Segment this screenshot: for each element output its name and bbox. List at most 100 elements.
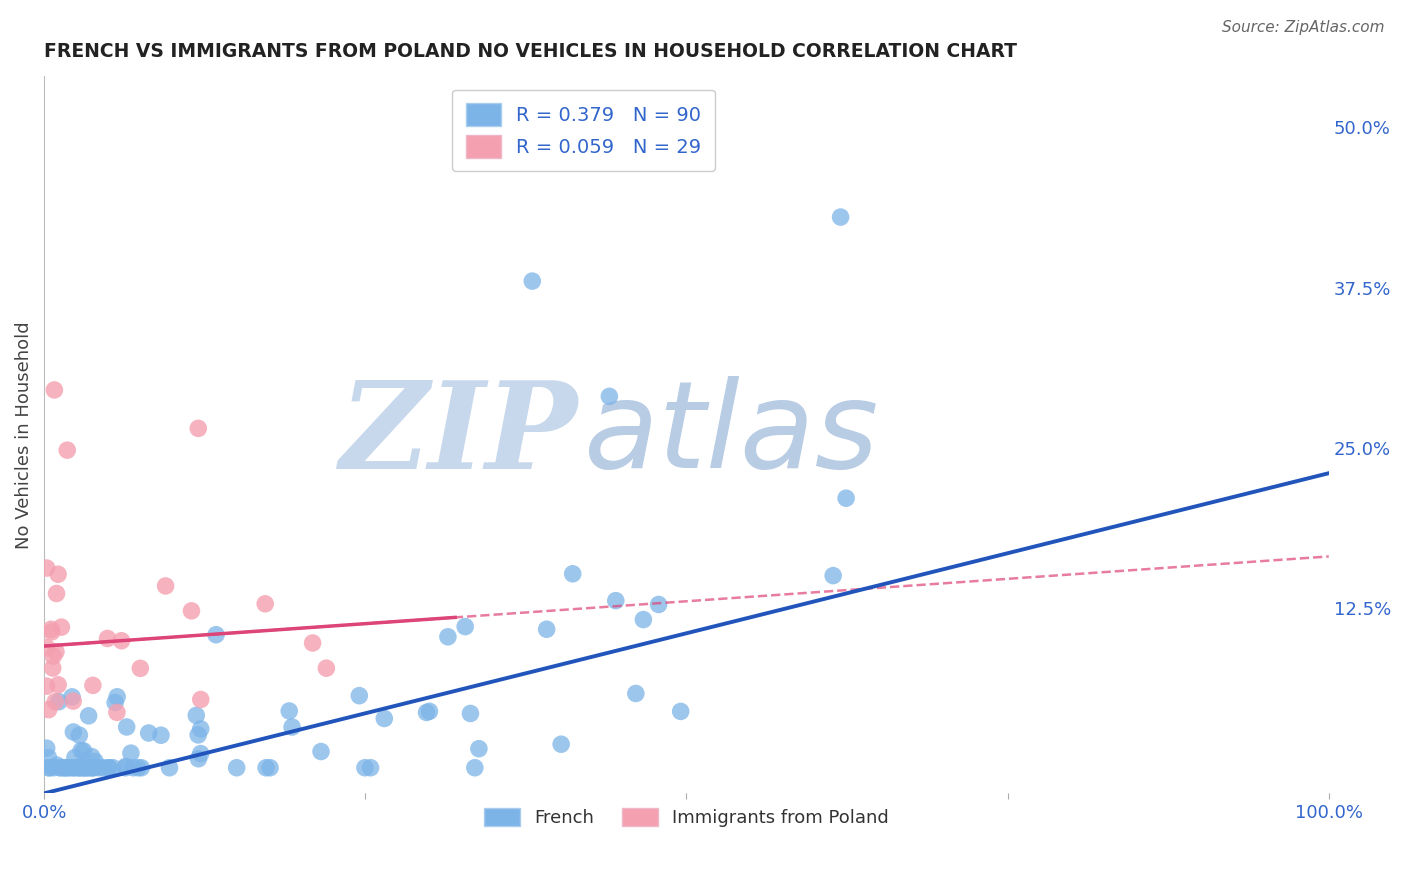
Point bbox=[561, 566, 583, 581]
Point bbox=[72, 761, 94, 775]
Point bbox=[35, 741, 58, 756]
Point bbox=[624, 686, 647, 700]
Point bbox=[60, 690, 83, 704]
Point bbox=[97, 761, 120, 775]
Point bbox=[96, 632, 118, 646]
Point bbox=[131, 761, 153, 775]
Point bbox=[309, 745, 332, 759]
Point bbox=[38, 761, 60, 775]
Point bbox=[114, 759, 136, 773]
Point bbox=[84, 755, 107, 769]
Point bbox=[278, 704, 301, 718]
Point bbox=[669, 705, 692, 719]
Point bbox=[101, 761, 124, 775]
Point bbox=[605, 593, 627, 607]
Point bbox=[48, 761, 70, 775]
Point bbox=[82, 761, 104, 775]
Point bbox=[259, 761, 281, 775]
Point bbox=[254, 761, 277, 775]
Point bbox=[254, 597, 277, 611]
Point bbox=[418, 704, 440, 718]
Point bbox=[37, 750, 59, 764]
Point bbox=[53, 761, 76, 775]
Point bbox=[58, 761, 80, 775]
Y-axis label: No Vehicles in Household: No Vehicles in Household bbox=[15, 321, 32, 549]
Point bbox=[120, 746, 142, 760]
Point bbox=[138, 726, 160, 740]
Text: ZIP: ZIP bbox=[339, 376, 578, 494]
Point bbox=[49, 761, 72, 775]
Point bbox=[598, 389, 620, 403]
Point bbox=[63, 750, 86, 764]
Point bbox=[59, 761, 82, 775]
Point bbox=[76, 761, 98, 775]
Point bbox=[454, 619, 477, 633]
Point bbox=[70, 743, 93, 757]
Point bbox=[41, 624, 63, 639]
Point bbox=[830, 210, 852, 224]
Point bbox=[127, 761, 149, 775]
Point bbox=[38, 703, 60, 717]
Point bbox=[80, 749, 103, 764]
Point bbox=[129, 661, 152, 675]
Point bbox=[75, 761, 97, 775]
Point bbox=[104, 696, 127, 710]
Text: FRENCH VS IMMIGRANTS FROM POLAND NO VEHICLES IN HOUSEHOLD CORRELATION CHART: FRENCH VS IMMIGRANTS FROM POLAND NO VEHI… bbox=[44, 42, 1017, 61]
Point bbox=[155, 579, 177, 593]
Text: atlas: atlas bbox=[583, 376, 879, 493]
Point bbox=[77, 761, 100, 775]
Point bbox=[159, 761, 181, 775]
Point bbox=[460, 706, 482, 721]
Point bbox=[190, 722, 212, 736]
Point bbox=[51, 620, 73, 634]
Point bbox=[45, 758, 67, 772]
Point bbox=[35, 640, 58, 655]
Point bbox=[39, 622, 62, 636]
Point bbox=[187, 421, 209, 435]
Point bbox=[46, 678, 69, 692]
Point bbox=[41, 661, 63, 675]
Point bbox=[44, 383, 66, 397]
Point bbox=[97, 761, 120, 775]
Point bbox=[122, 761, 145, 775]
Point bbox=[633, 613, 655, 627]
Point bbox=[53, 761, 76, 775]
Point bbox=[315, 661, 337, 675]
Point bbox=[35, 561, 58, 575]
Point bbox=[187, 752, 209, 766]
Point bbox=[72, 761, 94, 775]
Point bbox=[55, 761, 77, 775]
Point bbox=[63, 761, 86, 775]
Point bbox=[187, 728, 209, 742]
Point bbox=[67, 761, 90, 775]
Point bbox=[550, 737, 572, 751]
Point bbox=[77, 708, 100, 723]
Point bbox=[180, 604, 202, 618]
Point bbox=[82, 678, 104, 692]
Point bbox=[73, 761, 96, 775]
Point bbox=[44, 695, 66, 709]
Point bbox=[373, 711, 395, 725]
Point bbox=[225, 761, 247, 775]
Point bbox=[105, 706, 128, 720]
Point bbox=[45, 645, 67, 659]
Point bbox=[48, 695, 70, 709]
Point bbox=[301, 636, 323, 650]
Point bbox=[38, 761, 60, 775]
Point bbox=[87, 761, 110, 775]
Point bbox=[69, 761, 91, 775]
Point bbox=[67, 728, 90, 742]
Point bbox=[186, 708, 208, 723]
Point bbox=[91, 761, 114, 775]
Point bbox=[190, 692, 212, 706]
Point bbox=[205, 628, 228, 642]
Point bbox=[522, 274, 544, 288]
Text: Source: ZipAtlas.com: Source: ZipAtlas.com bbox=[1222, 20, 1385, 35]
Point bbox=[67, 761, 90, 775]
Point bbox=[42, 649, 65, 664]
Point bbox=[62, 725, 84, 739]
Point bbox=[150, 728, 173, 742]
Legend: French, Immigrants from Poland: French, Immigrants from Poland bbox=[477, 801, 896, 835]
Point bbox=[415, 706, 437, 720]
Point bbox=[468, 741, 491, 756]
